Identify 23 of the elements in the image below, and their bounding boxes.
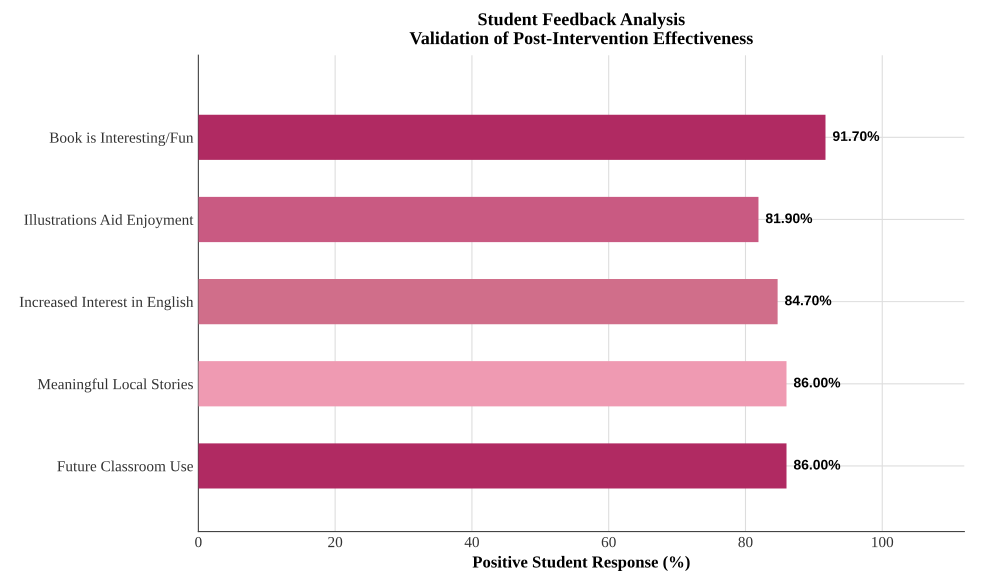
data-label: 91.70% xyxy=(832,131,880,142)
data-label: 81.90% xyxy=(766,213,812,224)
x-tick-label: 80 xyxy=(738,536,753,548)
bar xyxy=(198,443,787,488)
y-tick-label: Increased Interest in English xyxy=(20,296,194,310)
x-tick-label: 100 xyxy=(872,536,894,548)
data-label: 86.00% xyxy=(794,378,840,388)
data-label: 84.70% xyxy=(785,296,832,306)
x-tick-label: 20 xyxy=(328,536,342,548)
x-axis-title: Positive Student Response (%) xyxy=(472,556,690,571)
y-tick-label: Meaningful Local Stories xyxy=(38,378,193,392)
bar xyxy=(198,114,826,160)
bar xyxy=(198,361,787,406)
bar xyxy=(198,279,778,324)
x-tick-label: 40 xyxy=(464,536,479,548)
y-tick-label: Future Classroom Use xyxy=(57,460,193,472)
x-tick-label: 60 xyxy=(602,536,616,548)
x-tick-label: 0 xyxy=(195,536,202,548)
chart-title: Student Feedback Analysis Validation of Post-Intervention Effectiveness xyxy=(410,12,753,44)
data-label: 86.00% xyxy=(794,460,840,470)
bar xyxy=(198,196,758,242)
y-tick-label: Book is Interesting/Fun xyxy=(50,132,194,146)
y-tick-label: Illustrations Aid Enjoyment xyxy=(24,214,194,228)
